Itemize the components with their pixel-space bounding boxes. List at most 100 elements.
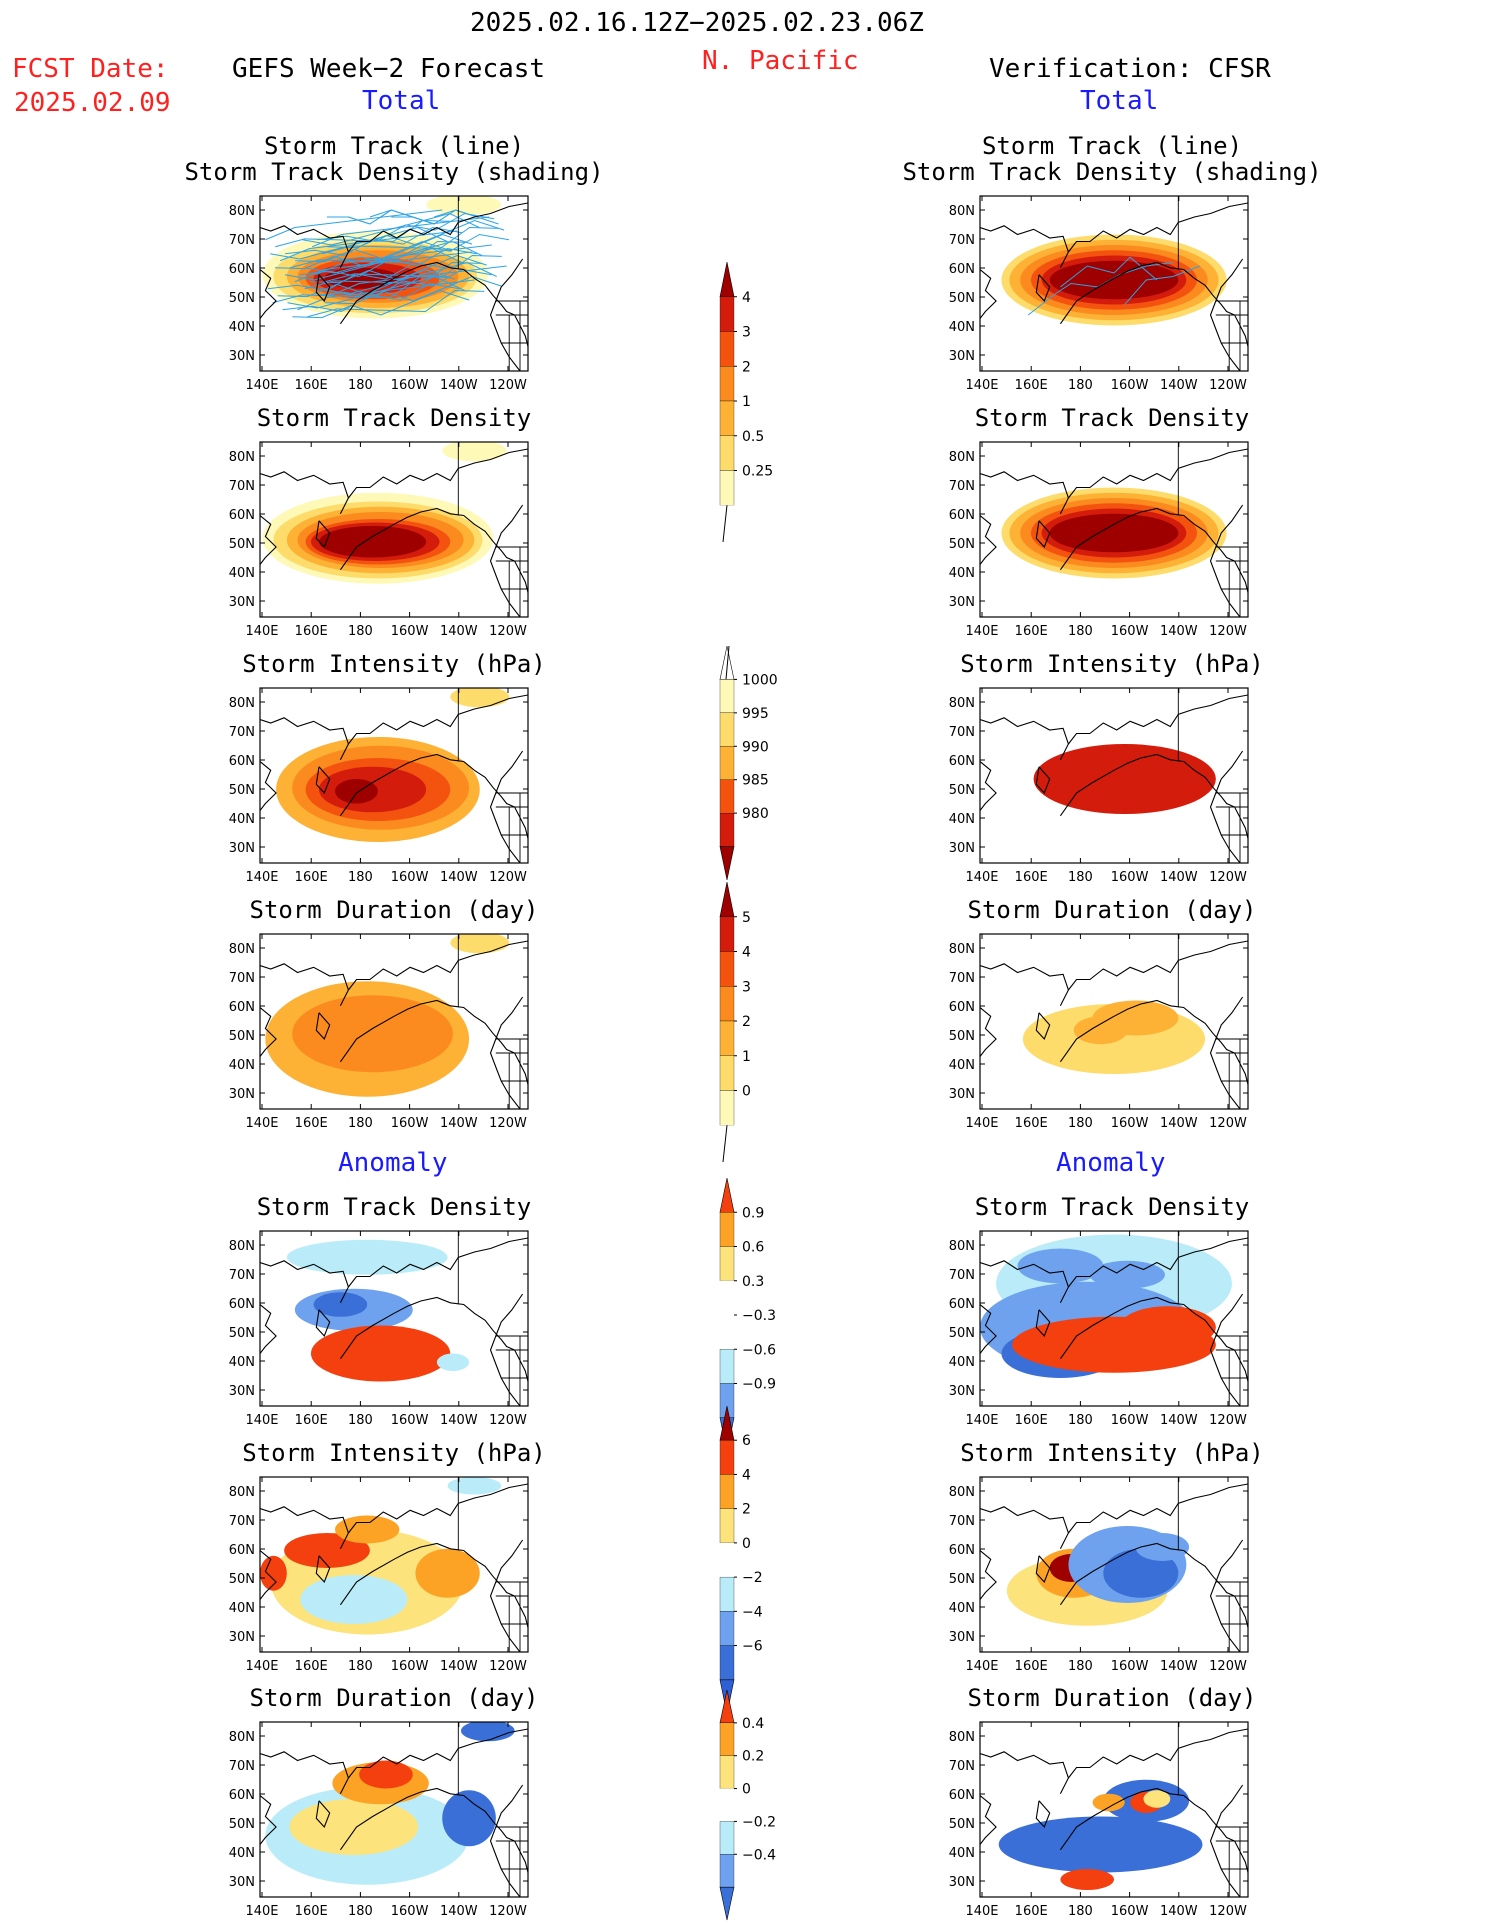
lat-tick-label: 50N bbox=[229, 1817, 255, 1832]
lat-tick-label: 60N bbox=[229, 754, 255, 769]
lat-tick-label: 70N bbox=[949, 971, 975, 986]
lon-tick-label: 160W bbox=[391, 1413, 429, 1428]
lat-tick-label: 40N bbox=[229, 1846, 255, 1861]
lat-tick-label: 80N bbox=[949, 204, 975, 219]
colorbar-tick-label: 4 bbox=[742, 290, 751, 306]
left-map-panel-7: 80N 70N 60N 50N 40N 30N 140E 160E 180 160W 140W 120… bbox=[229, 1721, 529, 1919]
right-map-panel-7: 80N 70N 60N 50N 40N 30N 140E 160E 180 160W 140W 120… bbox=[949, 1721, 1249, 1919]
lat-tick-label: 30N bbox=[949, 841, 975, 856]
density-total-colorbar: 4 3 2 1 0.5 0.25 bbox=[719, 261, 773, 543]
lat-tick-label: 40N bbox=[949, 1846, 975, 1861]
lat-tick-label: 40N bbox=[949, 1355, 975, 1370]
lat-tick-label: 70N bbox=[949, 479, 975, 494]
lon-tick-label: 120W bbox=[1209, 870, 1247, 885]
verification-anomaly-label: Anomaly bbox=[1056, 1148, 1166, 1178]
lon-tick-label: 140E bbox=[245, 1904, 278, 1919]
lon-tick-label: 140W bbox=[440, 1904, 478, 1919]
lat-tick-label: 30N bbox=[229, 349, 255, 364]
lon-tick-label: 160W bbox=[1111, 870, 1149, 885]
lon-tick-label: 160W bbox=[391, 1659, 429, 1674]
colorbar-tick-label: 0.25 bbox=[742, 464, 773, 480]
lat-tick-label: 70N bbox=[949, 725, 975, 740]
lon-tick-label: 180 bbox=[348, 1904, 373, 1919]
lon-tick-label: 160E bbox=[1015, 624, 1048, 639]
lat-tick-label: 70N bbox=[949, 1759, 975, 1774]
colorbar-tick-label: 0.4 bbox=[742, 1716, 764, 1732]
lon-tick-label: 140W bbox=[1160, 1116, 1198, 1131]
lat-tick-label: 40N bbox=[229, 566, 255, 581]
right-panel5-title: Storm Track Density bbox=[974, 1193, 1250, 1221]
colorbar-tick-label: 1 bbox=[742, 1049, 751, 1065]
lat-tick-label: 70N bbox=[229, 1514, 255, 1529]
lon-tick-label: 140E bbox=[965, 1659, 998, 1674]
lat-tick-label: 30N bbox=[229, 595, 255, 610]
colorbar-tick-label: 3 bbox=[742, 325, 751, 341]
date-range-title: 2025.02.16.12Z−2025.02.23.06Z bbox=[470, 8, 924, 38]
left-map-panel-1: 80N 70N 60N 50N 40N 30N 140E 160E 180 160W 140W 120… bbox=[229, 195, 529, 393]
lat-tick-label: 50N bbox=[229, 1326, 255, 1341]
lat-tick-label: 70N bbox=[229, 233, 255, 248]
colorbar-tick-label: 2 bbox=[742, 1014, 751, 1030]
colorbar-tick-label: −0.3 bbox=[742, 1308, 776, 1324]
lat-tick-label: 40N bbox=[949, 1058, 975, 1073]
lat-tick-label: 30N bbox=[229, 1384, 255, 1399]
lon-tick-label: 160W bbox=[391, 1904, 429, 1919]
lon-tick-label: 120W bbox=[1209, 624, 1247, 639]
lon-tick-label: 140E bbox=[965, 870, 998, 885]
lat-tick-label: 80N bbox=[229, 450, 255, 465]
lon-tick-label: 140W bbox=[440, 1659, 478, 1674]
lon-tick-label: 140E bbox=[245, 378, 278, 393]
lon-tick-label: 160W bbox=[1111, 1904, 1149, 1919]
lat-tick-label: 60N bbox=[949, 1543, 975, 1558]
lat-tick-label: 40N bbox=[949, 1601, 975, 1616]
left-map-panel-2: 80N 70N 60N 50N 40N 30N 140E 160E 180 160W 140W 120… bbox=[229, 441, 529, 639]
lat-tick-label: 50N bbox=[949, 291, 975, 306]
lon-tick-label: 140E bbox=[965, 624, 998, 639]
colorbar-tick-label: −4 bbox=[742, 1604, 763, 1620]
forecast-title: GEFS Week−2 Forecast bbox=[232, 54, 546, 84]
lon-tick-label: 180 bbox=[1068, 1413, 1093, 1428]
right-panel1-title-shading: Storm Track Density (shading) bbox=[902, 158, 1322, 186]
left-map-panel-3: 80N 70N 60N 50N 40N 30N 140E 160E 180 160W 140W 120… bbox=[229, 687, 529, 885]
right-map-panel-6: 80N 70N 60N 50N 40N 30N 140E 160E 180 160W 140W 120… bbox=[949, 1476, 1249, 1674]
lon-tick-label: 180 bbox=[348, 1116, 373, 1131]
lat-tick-label: 30N bbox=[229, 1875, 255, 1890]
lat-tick-label: 80N bbox=[229, 1730, 255, 1745]
lat-tick-label: 50N bbox=[949, 1029, 975, 1044]
lat-tick-label: 60N bbox=[229, 1000, 255, 1015]
lon-tick-label: 160E bbox=[295, 624, 328, 639]
lon-tick-label: 140W bbox=[1160, 378, 1198, 393]
lat-tick-label: 40N bbox=[229, 812, 255, 827]
lon-tick-label: 120W bbox=[1209, 1413, 1247, 1428]
lon-tick-label: 180 bbox=[1068, 1904, 1093, 1919]
colorbar-tick-label: 995 bbox=[742, 706, 769, 722]
lon-tick-label: 140E bbox=[245, 870, 278, 885]
lon-tick-label: 140W bbox=[440, 624, 478, 639]
lat-tick-label: 50N bbox=[949, 1326, 975, 1341]
lon-tick-label: 120W bbox=[489, 1116, 527, 1131]
lon-tick-label: 140W bbox=[440, 378, 478, 393]
colorbar-tick-label: 5 bbox=[742, 910, 751, 926]
lat-tick-label: 30N bbox=[949, 1087, 975, 1102]
colorbar-tick-label: 3 bbox=[742, 979, 751, 995]
lat-tick-label: 60N bbox=[229, 508, 255, 523]
lon-tick-label: 140E bbox=[245, 624, 278, 639]
lat-tick-label: 80N bbox=[229, 1485, 255, 1500]
lat-tick-label: 50N bbox=[949, 1817, 975, 1832]
lon-tick-label: 160W bbox=[1111, 624, 1149, 639]
left-map-panel-4: 80N 70N 60N 50N 40N 30N 140E 160E 180 160W 140W 120… bbox=[229, 933, 529, 1131]
lon-tick-label: 160E bbox=[295, 1116, 328, 1131]
lon-tick-label: 160E bbox=[1015, 378, 1048, 393]
lon-tick-label: 180 bbox=[1068, 1116, 1093, 1131]
lon-tick-label: 120W bbox=[489, 1413, 527, 1428]
intensity-total-colorbar: 1000 995 990 985 980 bbox=[719, 645, 778, 881]
left-panel5-title: Storm Track Density bbox=[256, 1193, 532, 1221]
lon-tick-label: 140E bbox=[245, 1116, 278, 1131]
verification-title: Verification: CFSR bbox=[989, 54, 1271, 84]
right-panel3-title: Storm Intensity (hPa) bbox=[960, 650, 1264, 678]
colorbar-tick-label: 0 bbox=[742, 1782, 751, 1798]
colorbar-tick-label: 1 bbox=[742, 394, 751, 410]
colorbar-tick-label: −0.6 bbox=[742, 1342, 776, 1358]
